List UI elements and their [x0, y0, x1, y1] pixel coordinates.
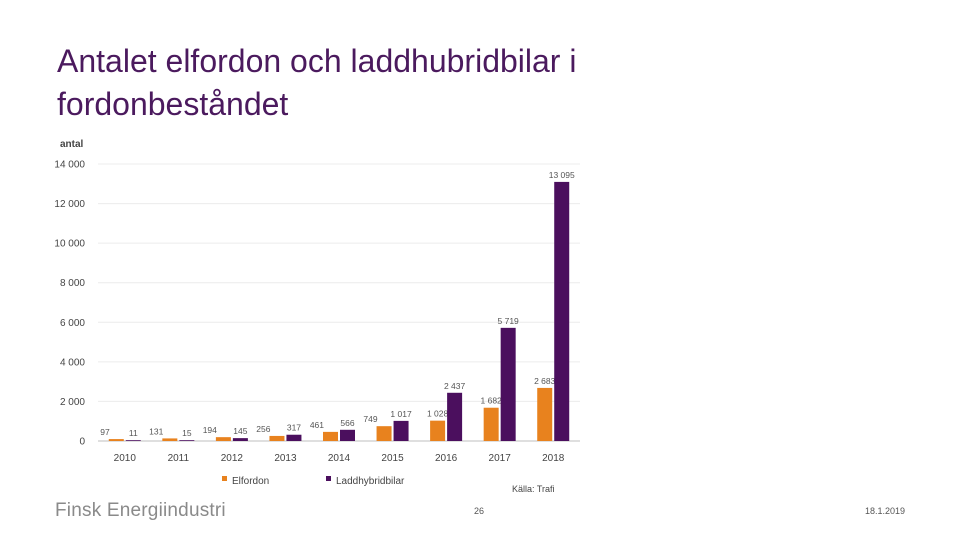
page-number: 26 — [474, 506, 485, 516]
y-tick-label: 0 — [79, 437, 85, 448]
bar-laddhybridbilar — [447, 392, 463, 441]
y-tick-label: 14 000 — [54, 160, 85, 171]
data-label: 256 — [256, 424, 270, 434]
bar-laddhybridbilar — [232, 438, 248, 441]
bar-laddhybridbilar — [125, 440, 141, 441]
data-label: 145 — [233, 426, 247, 436]
bar-laddhybridbilar — [179, 440, 195, 441]
legend-label: Elfordon — [232, 476, 269, 487]
x-tick-label: 2014 — [328, 453, 351, 464]
footer-date: 18.1.2019 — [865, 506, 906, 516]
data-label: 97 — [100, 427, 110, 437]
data-label: 11 — [129, 428, 138, 438]
bar-elfordon — [269, 435, 285, 441]
y-tick-label: 10 000 — [54, 239, 85, 250]
footer-logo: Finsk Energiindustri — [55, 500, 226, 521]
slide-title: Antalet elfordon och laddhubridbilar i f… — [57, 43, 577, 122]
y-axis-label: antal — [60, 139, 84, 150]
x-tick-label: 2010 — [114, 453, 137, 464]
data-label: 15 — [182, 428, 192, 438]
x-tick-label: 2015 — [381, 453, 404, 464]
data-label: 131 — [149, 426, 163, 436]
x-tick-label: 2016 — [435, 453, 458, 464]
bar-laddhybridbilar — [554, 181, 570, 441]
x-tick-label: 2013 — [274, 453, 297, 464]
bar-elfordon — [108, 439, 124, 441]
data-label: 2 437 — [444, 381, 466, 391]
data-label: 13 095 — [549, 170, 575, 180]
bar-elfordon — [323, 431, 338, 441]
bar-laddhybridbilar — [340, 429, 355, 441]
data-label: 317 — [287, 423, 301, 433]
y-tick-label: 2 000 — [60, 397, 85, 408]
bar-elfordon — [483, 407, 499, 441]
data-label: 461 — [310, 420, 324, 430]
source-note: Källa: Trafi — [512, 484, 555, 494]
bar-laddhybridbilar — [393, 420, 409, 441]
y-tick-label: 12 000 — [54, 199, 85, 210]
bar-laddhybridbilar — [500, 327, 516, 441]
bar-elfordon — [162, 438, 178, 441]
bar-elfordon — [376, 426, 392, 441]
x-tick-label: 2012 — [221, 453, 244, 464]
y-tick-label: 6 000 — [60, 318, 85, 329]
x-tick-label: 2018 — [542, 453, 565, 464]
data-label: 749 — [363, 414, 377, 424]
data-label: 2 683 — [534, 376, 556, 386]
bar-elfordon — [215, 437, 231, 441]
bar-elfordon — [537, 387, 553, 441]
data-label: 1 682 — [481, 396, 503, 406]
bar-elfordon — [430, 420, 446, 441]
data-label: 1 028 — [427, 409, 449, 419]
x-tick-label: 2011 — [168, 453, 190, 464]
data-label: 194 — [203, 425, 217, 435]
data-label: 5 719 — [498, 316, 520, 326]
data-label: 566 — [340, 418, 354, 428]
legend-label: Laddhybridbilar — [336, 476, 405, 487]
y-tick-label: 8 000 — [60, 278, 85, 289]
legend-swatch — [222, 476, 227, 481]
y-tick-label: 4 000 — [60, 357, 85, 368]
data-label: 1 017 — [390, 409, 412, 419]
legend-swatch — [326, 476, 331, 481]
bar-laddhybridbilar — [286, 434, 302, 441]
x-tick-label: 2017 — [489, 453, 512, 464]
